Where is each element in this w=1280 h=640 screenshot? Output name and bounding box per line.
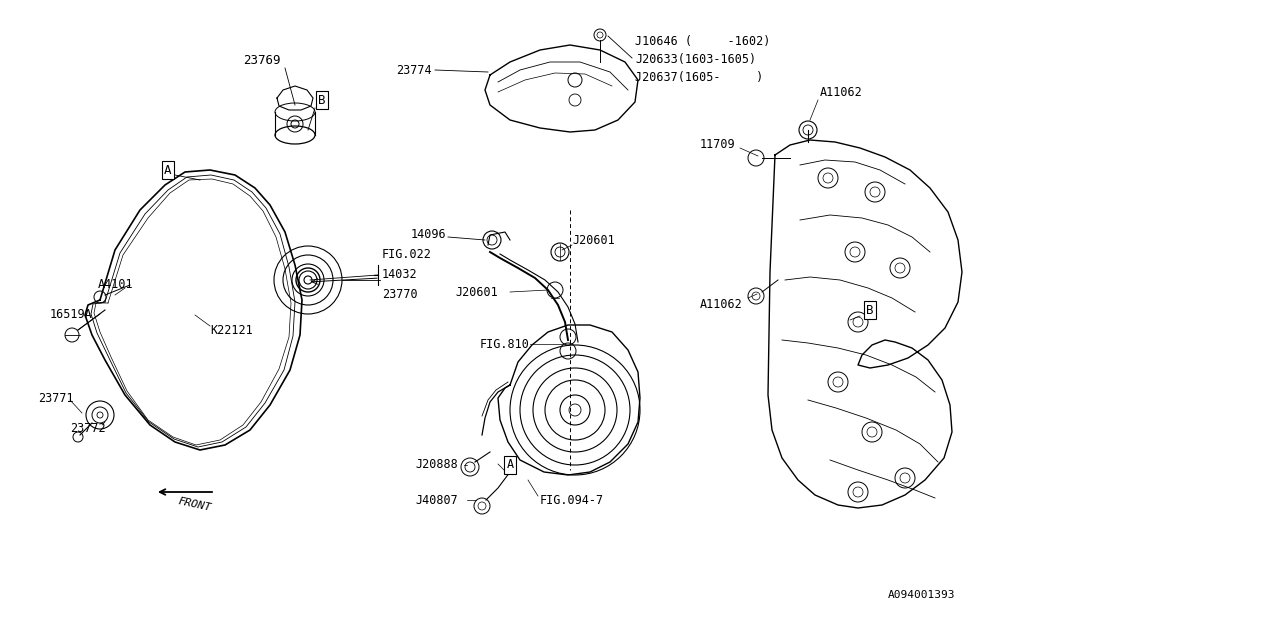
Text: 23772: 23772 [70, 422, 106, 435]
Text: J20601: J20601 [454, 285, 498, 298]
Text: A: A [164, 163, 172, 177]
Text: FIG.094-7: FIG.094-7 [540, 493, 604, 506]
Text: A11062: A11062 [820, 86, 863, 99]
Text: J40807: J40807 [415, 493, 458, 506]
Text: 14096: 14096 [411, 228, 445, 241]
Text: A11062: A11062 [700, 298, 742, 312]
Text: FIG.022: FIG.022 [381, 248, 431, 262]
Text: B: B [867, 303, 874, 317]
Text: FIG.810: FIG.810 [480, 337, 530, 351]
Text: B: B [319, 93, 325, 106]
Text: J20888: J20888 [415, 458, 458, 472]
Text: J20637(1605-     ): J20637(1605- ) [635, 72, 763, 84]
Text: 23770: 23770 [381, 289, 417, 301]
Text: 14032: 14032 [381, 269, 417, 282]
Text: J10646 (     -1602): J10646 ( -1602) [635, 35, 771, 49]
Text: 11709: 11709 [700, 138, 736, 152]
Text: A: A [507, 458, 513, 472]
Text: A4101: A4101 [99, 278, 133, 291]
Text: J20601: J20601 [572, 234, 614, 246]
Text: 16519A: 16519A [50, 308, 92, 321]
Text: K22121: K22121 [210, 323, 252, 337]
Text: A094001393: A094001393 [888, 590, 955, 600]
Text: 23771: 23771 [38, 392, 74, 404]
Text: 23774: 23774 [397, 63, 433, 77]
Text: FRONT: FRONT [178, 497, 212, 513]
Text: 23769: 23769 [243, 54, 280, 67]
Text: J20633(1603-1605): J20633(1603-1605) [635, 54, 756, 67]
